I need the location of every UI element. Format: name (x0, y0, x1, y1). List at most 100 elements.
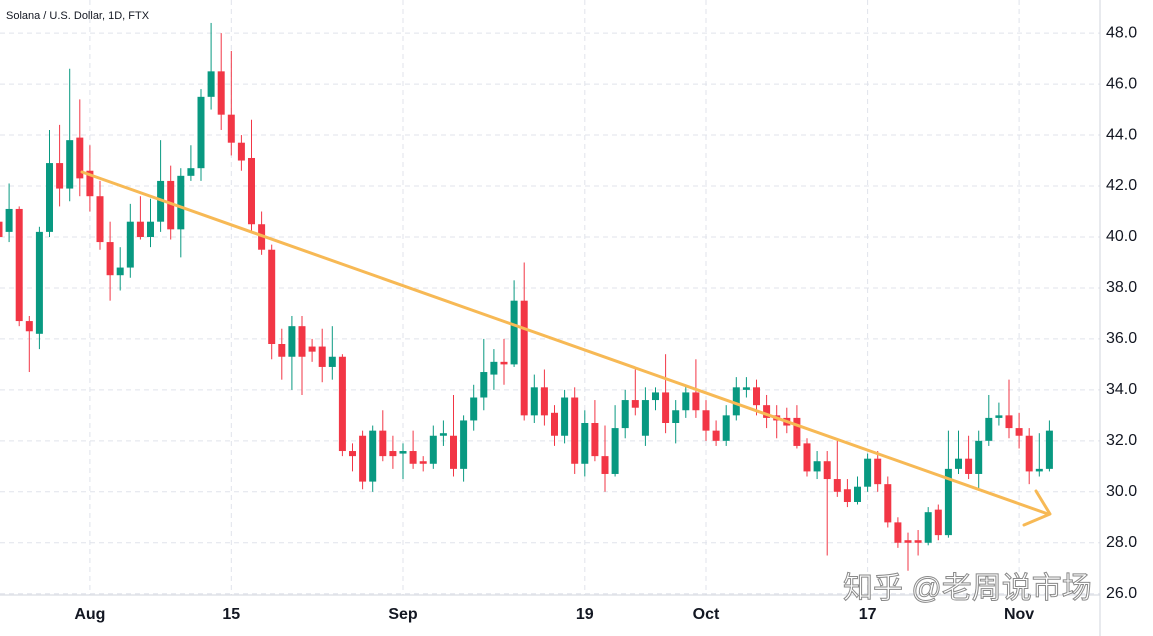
candle-body (702, 410, 710, 431)
y-tick-label: 38.0 (1106, 279, 1137, 296)
candle-body (621, 400, 629, 429)
trend-annotation (80, 170, 1052, 527)
candle-body (995, 415, 1003, 418)
candle-body (884, 484, 892, 523)
candle-body (56, 163, 64, 189)
candle-body (25, 321, 33, 332)
candle-body (76, 137, 84, 179)
candle-body (318, 346, 326, 367)
candle-body (955, 458, 962, 469)
y-tick-label: 44.0 (1106, 126, 1137, 143)
candle-body (490, 361, 498, 375)
candle-body (854, 486, 861, 502)
candle-body (924, 512, 932, 543)
candle-body (823, 461, 831, 480)
candle-body (460, 420, 468, 469)
x-tick-label: 15 (222, 606, 240, 623)
candle-body (742, 387, 750, 390)
candle-body (914, 540, 922, 543)
candle-body (167, 180, 175, 230)
candle-body (106, 242, 114, 276)
candle-body (197, 96, 205, 169)
trend-line (80, 170, 1050, 516)
candle-body (662, 392, 670, 423)
candle-body (510, 300, 518, 365)
candle-body (86, 170, 94, 197)
candle-body (480, 372, 488, 398)
candle-body (338, 356, 346, 452)
candle-body (975, 440, 983, 474)
candle-body (753, 387, 760, 406)
candle-body (591, 422, 599, 457)
candle-body (611, 428, 619, 474)
candle-body (66, 140, 74, 189)
candle-body (389, 451, 397, 457)
candle-body (672, 410, 680, 423)
candle-body (833, 479, 841, 492)
candle-body (540, 387, 548, 416)
watermark: 知乎 @老周说市场 (843, 572, 1092, 605)
candle-body (439, 433, 447, 436)
candle-body (965, 458, 973, 474)
candle-body (359, 435, 367, 482)
candle-body (652, 392, 659, 401)
candle-body (268, 249, 276, 345)
x-tick-label: Aug (74, 606, 105, 623)
candle-body (278, 344, 286, 357)
candle-body (177, 175, 185, 230)
candle-body (722, 415, 730, 441)
candle-body (581, 422, 589, 464)
y-tick-label: 42.0 (1106, 177, 1137, 194)
candle-body (631, 400, 639, 408)
candle-body (1015, 428, 1023, 436)
candle-body (813, 461, 821, 472)
y-tick-label: 40.0 (1106, 228, 1137, 245)
candle-body (450, 435, 457, 469)
candle-body (944, 468, 952, 536)
candle-body (803, 443, 811, 472)
x-tick-label: 17 (859, 606, 877, 623)
candle-body (0, 221, 3, 237)
candle-body (571, 397, 579, 464)
candle-body (399, 451, 407, 454)
candle-body (429, 435, 437, 464)
candle-body (237, 142, 245, 161)
y-tick-label: 32.0 (1106, 432, 1137, 449)
candle-body (1025, 435, 1033, 472)
candle-body (864, 458, 872, 487)
candle-body (298, 326, 306, 357)
candle-body (530, 387, 538, 416)
y-tick-label: 28.0 (1106, 534, 1137, 551)
candles (0, 22, 1053, 571)
candle-body (551, 412, 558, 436)
candle-body (328, 356, 336, 367)
x-tick-label: Sep (388, 606, 418, 623)
y-tick-label: 26.0 (1106, 585, 1137, 602)
candle-body (874, 458, 882, 485)
candle-body (147, 221, 154, 237)
candle-body (470, 397, 478, 421)
candle-body (1045, 430, 1053, 469)
candle-body (217, 71, 225, 115)
candle-body (763, 405, 771, 418)
candle-body (419, 461, 427, 464)
candle-body (732, 387, 740, 416)
candle-body (248, 157, 255, 225)
y-tick-label: 30.0 (1106, 483, 1137, 500)
candle-body (793, 417, 801, 446)
candle-body (349, 451, 356, 457)
candle-body (96, 196, 104, 243)
x-tick-label: Oct (693, 606, 720, 623)
candle-body (15, 208, 23, 322)
candle-body (500, 361, 508, 365)
candle-body (520, 300, 528, 416)
candle-body (409, 451, 417, 464)
candle-body (904, 540, 912, 543)
candle-body (1005, 415, 1013, 429)
candle-body (641, 400, 649, 436)
candle-body (46, 163, 53, 232)
y-tick-label: 46.0 (1106, 75, 1137, 92)
candle-body (187, 168, 195, 176)
candle-body (601, 456, 609, 474)
